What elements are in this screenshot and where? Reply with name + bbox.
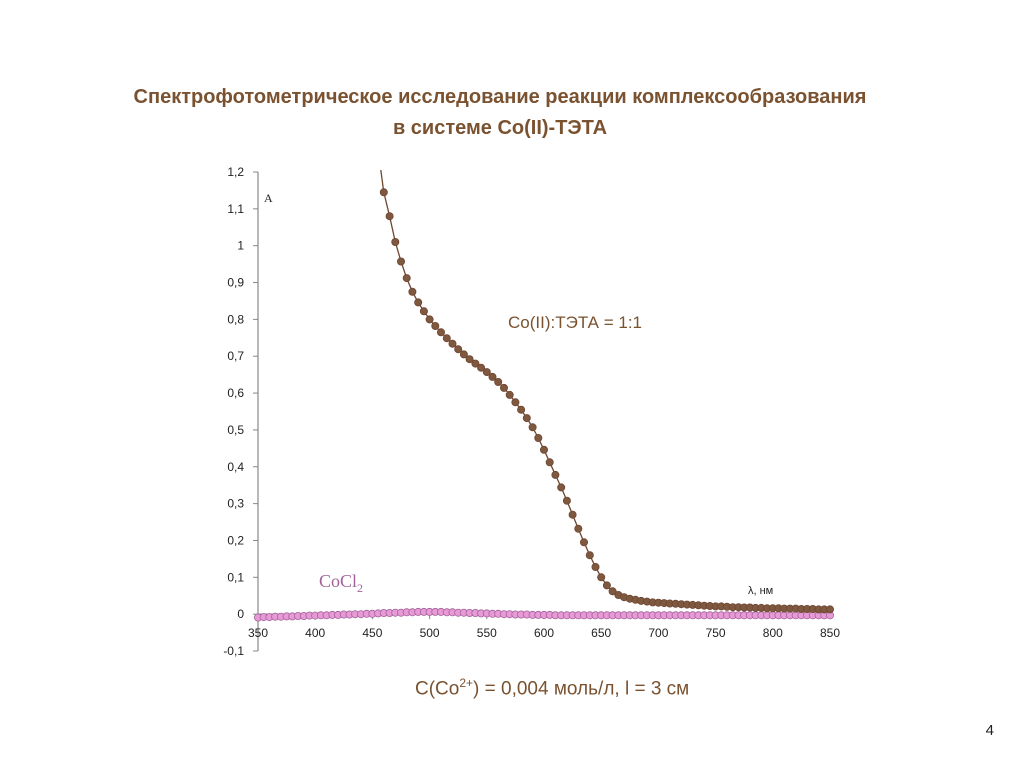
- x-tick-label: 550: [477, 626, 497, 640]
- y-tick-label: 1: [237, 239, 244, 253]
- complex-data-point: [414, 298, 423, 307]
- y-tick-label: -0,1: [223, 644, 244, 658]
- complex-data-point: [602, 581, 611, 590]
- complex-data-point: [826, 605, 835, 614]
- complex-data-point: [585, 551, 594, 560]
- x-tick-label: 850: [820, 626, 840, 640]
- complex-data-point: [522, 414, 531, 423]
- complex-data-point: [488, 372, 497, 381]
- complex-data-point: [431, 321, 440, 330]
- y-tick-label: 0,4: [227, 460, 244, 474]
- slide-title-line1: Спектрофотометрическое исследование реак…: [133, 86, 867, 108]
- complex-data-point: [396, 257, 405, 266]
- cocl2-label-main: CoCl: [319, 571, 357, 591]
- complex-data-point: [379, 188, 388, 197]
- y-tick-label: 1,2: [227, 165, 244, 179]
- y-tick-label: 0,8: [227, 312, 244, 326]
- x-tick-label: 700: [648, 626, 668, 640]
- x-tick-label: 750: [706, 626, 726, 640]
- complex-data-point: [482, 368, 491, 377]
- note-charge: 2+: [459, 676, 474, 690]
- complex-data-point: [419, 307, 428, 316]
- x-tick-label: 350: [248, 626, 268, 640]
- note-prefix: C(Co: [415, 678, 460, 700]
- slide-title: Спектрофотометрическое исследование реак…: [0, 82, 1000, 144]
- y-tick-label: 1,1: [227, 202, 244, 216]
- complex-data-point: [459, 350, 468, 359]
- concentration-note: C(Co2+) = 0,004 моль/л, l = 3 см: [415, 676, 689, 700]
- complex-data-point: [591, 563, 600, 572]
- complex-data-point: [534, 433, 543, 442]
- complex-data-point: [562, 496, 571, 505]
- complex-data-point: [545, 458, 554, 467]
- note-suffix: ) = 0,004 моль/л, l = 3 см: [473, 678, 690, 700]
- complex-data-point: [408, 287, 417, 296]
- cocl2-series-label: CoCl2: [319, 571, 363, 595]
- x-tick-label: 450: [362, 626, 382, 640]
- slide-title-line2: в системе Co(II)-ТЭТА: [392, 117, 608, 139]
- complex-data-point: [402, 274, 411, 283]
- x-axis-title: λ, нм: [748, 585, 773, 597]
- complex-series-line: [380, 169, 830, 611]
- complex-data-point: [454, 345, 463, 354]
- complex-data-point: [425, 315, 434, 324]
- complex-data-point: [528, 423, 537, 432]
- y-axis-title: A: [264, 191, 273, 205]
- complex-data-point: [551, 470, 560, 479]
- y-tick-label: 0,3: [227, 497, 244, 511]
- complex-data-point: [517, 405, 526, 414]
- page-number: 4: [985, 722, 994, 739]
- cocl2-label-subscript: 2: [357, 581, 363, 595]
- complex-data-point: [540, 445, 549, 454]
- complex-data-point: [494, 377, 503, 386]
- complex-data-point: [580, 538, 589, 547]
- complex-data-point: [385, 212, 394, 221]
- x-tick-label: 650: [591, 626, 611, 640]
- complex-data-point: [557, 483, 566, 492]
- x-tick-label: 600: [534, 626, 554, 640]
- complex-data-point: [608, 587, 617, 596]
- y-tick-label: 0,9: [227, 276, 244, 290]
- complex-data-point: [436, 328, 445, 337]
- y-tick-label: 0,1: [227, 570, 244, 584]
- complex-data-point: [471, 359, 480, 368]
- complex-data-point: [391, 237, 400, 246]
- complex-data-point: [442, 334, 451, 343]
- complex-data-point: [568, 510, 577, 519]
- x-tick-label: 400: [305, 626, 325, 640]
- complex-data-point: [574, 524, 583, 533]
- y-tick-label: 0: [237, 607, 244, 621]
- complex-data-point: [448, 339, 457, 348]
- complex-data-point: [511, 398, 520, 407]
- complex-data-point: [597, 573, 606, 582]
- complex-data-point: [505, 390, 514, 399]
- complex-data-point: [465, 355, 474, 364]
- y-tick-label: 0,5: [227, 423, 244, 437]
- y-tick-label: 0,6: [227, 386, 244, 400]
- complex-data-point: [477, 363, 486, 372]
- complex-data-point: [499, 383, 508, 392]
- x-tick-label: 800: [763, 626, 783, 640]
- complex-series-label: Co(II):ТЭТА = 1:1: [508, 313, 642, 332]
- y-tick-label: 0,2: [227, 533, 244, 547]
- x-tick-label: 500: [420, 626, 440, 640]
- y-tick-label: 0,7: [227, 349, 244, 363]
